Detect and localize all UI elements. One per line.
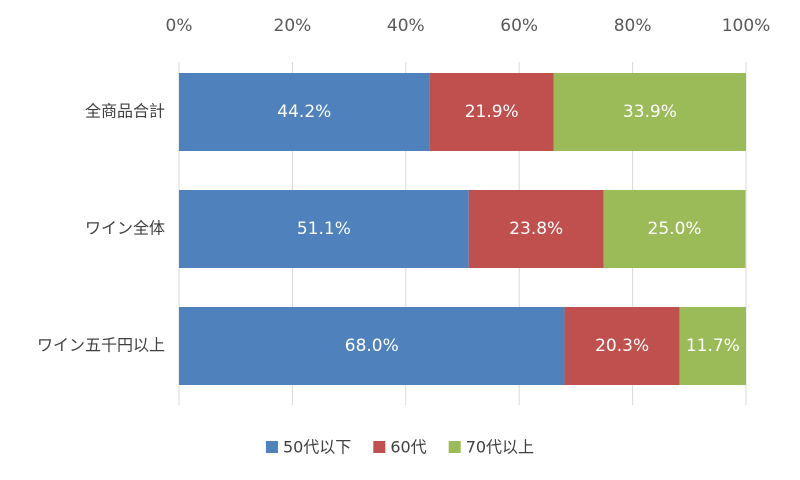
x-tick-label: 40% — [387, 16, 425, 36]
legend-swatch — [373, 441, 386, 453]
x-tick-label: 20% — [274, 16, 312, 36]
bar-segment — [179, 73, 430, 151]
bar-segment — [468, 190, 604, 268]
legend-label: 70代以上 — [466, 438, 534, 457]
value-label: 33.9% — [623, 102, 677, 122]
legend-swatch — [265, 441, 278, 453]
x-tick-label: 80% — [614, 16, 652, 36]
bar-segment — [429, 73, 554, 151]
legend-label: 50代以下 — [283, 438, 351, 457]
bar-segment — [679, 307, 746, 385]
bar-segment — [179, 190, 469, 268]
legend-label: 60代 — [390, 438, 426, 457]
value-label: 11.7% — [686, 336, 740, 356]
category-label: ワイン五千円以上 — [37, 336, 165, 355]
bar-segment — [553, 73, 746, 151]
value-label: 25.0% — [648, 219, 702, 239]
legend-swatch — [448, 441, 461, 453]
value-label: 68.0% — [345, 336, 399, 356]
value-label: 23.8% — [509, 219, 563, 239]
value-label: 20.3% — [595, 336, 649, 356]
bar-segment — [603, 190, 746, 268]
category-label: 全商品合計 — [85, 102, 165, 121]
bar-segment — [179, 307, 565, 385]
x-tick-label: 0% — [166, 16, 193, 36]
value-label: 21.9% — [465, 102, 519, 122]
x-tick-label: 60% — [500, 16, 538, 36]
x-tick-label: 100% — [722, 16, 771, 36]
category-label: ワイン全体 — [85, 219, 165, 238]
bar-segment — [564, 307, 680, 385]
value-label: 51.1% — [297, 219, 351, 239]
value-label: 44.2% — [277, 102, 331, 122]
